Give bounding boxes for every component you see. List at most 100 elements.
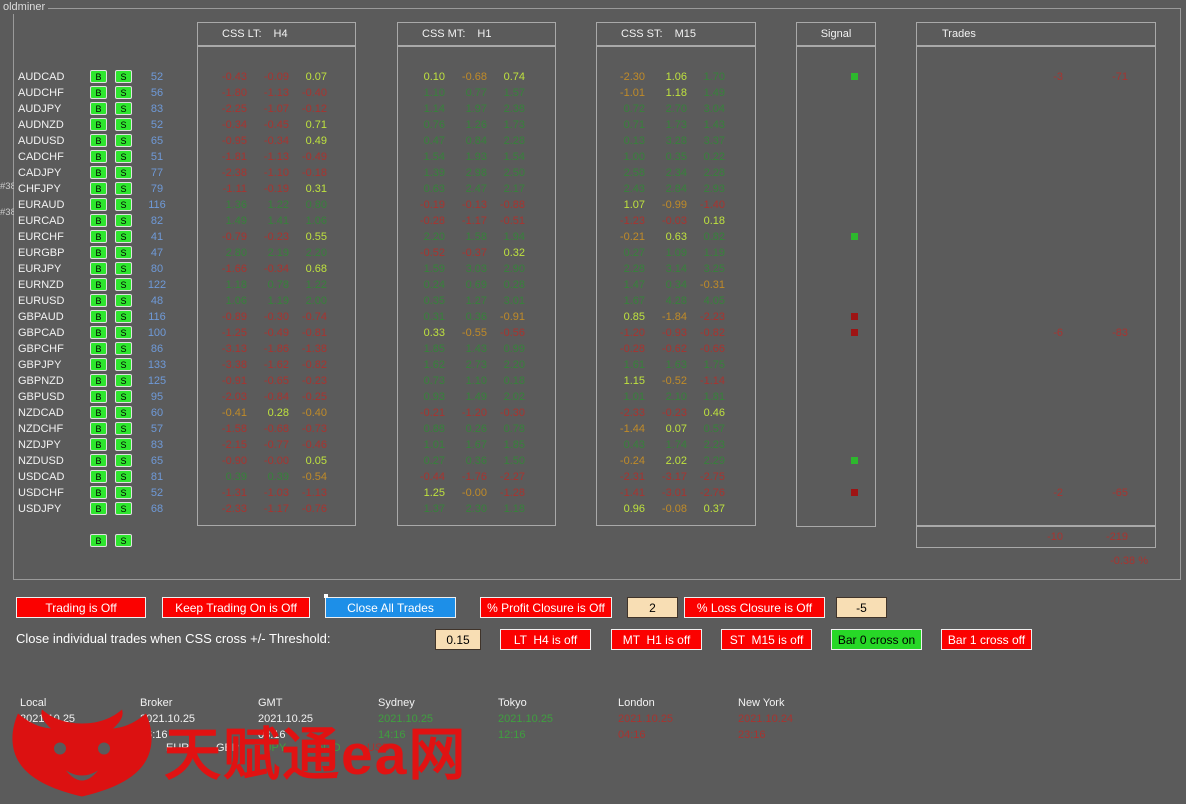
buy-button[interactable]: B bbox=[90, 166, 107, 179]
buy-button[interactable]: B bbox=[90, 454, 107, 467]
keep-trading-toggle-button[interactable]: Keep Trading On is Off bbox=[162, 597, 310, 618]
buy-button[interactable]: B bbox=[90, 118, 107, 131]
trading-toggle-button[interactable]: Trading is Off bbox=[16, 597, 146, 618]
sell-button[interactable]: S bbox=[115, 486, 132, 499]
buy-button[interactable]: B bbox=[90, 214, 107, 227]
pair-label: EURJPY bbox=[18, 263, 62, 275]
sell-button[interactable]: S bbox=[115, 358, 132, 371]
css-st-value: 1.47 bbox=[623, 279, 645, 291]
threshold-value-input[interactable]: 0.15 bbox=[435, 629, 481, 650]
spread-value: 52 bbox=[150, 119, 164, 131]
buy-button[interactable]: B bbox=[90, 278, 107, 291]
css-lt-value: -1.80 bbox=[221, 87, 247, 99]
pair-row: AUDJPY B S 83 -2.25 -1.07 -0.12 1.14 1.97 2.38 0.7… bbox=[0, 101, 1186, 117]
buy-button[interactable]: B bbox=[90, 150, 107, 163]
buy-button[interactable]: B bbox=[90, 246, 107, 259]
buy-button[interactable]: B bbox=[90, 422, 107, 435]
sell-button[interactable]: S bbox=[115, 246, 132, 259]
buy-button[interactable]: B bbox=[90, 342, 107, 355]
css-lt-value: -0.34 bbox=[221, 119, 247, 131]
sell-button[interactable]: S bbox=[115, 118, 132, 131]
sell-button[interactable]: S bbox=[115, 166, 132, 179]
sell-button[interactable]: S bbox=[115, 342, 132, 355]
lt-close-toggle-button[interactable]: LT H4 is off bbox=[500, 629, 591, 650]
buy-button[interactable]: B bbox=[90, 470, 107, 483]
buy-button[interactable]: B bbox=[90, 182, 107, 195]
buy-button[interactable]: B bbox=[90, 294, 107, 307]
css-lt-title-tf: H4 bbox=[273, 28, 288, 40]
sell-all-button[interactable]: S bbox=[115, 534, 132, 547]
sell-button[interactable]: S bbox=[115, 326, 132, 339]
sell-button[interactable]: S bbox=[115, 390, 132, 403]
loss-closure-value-input[interactable]: -5 bbox=[836, 597, 887, 618]
buy-button[interactable]: B bbox=[90, 86, 107, 99]
bar1-cross-toggle-button[interactable]: Bar 1 cross off bbox=[941, 629, 1032, 650]
css-lt-value: -3.38 bbox=[221, 359, 247, 371]
buy-button[interactable]: B bbox=[90, 134, 107, 147]
css-mt-value: 0.10 bbox=[423, 71, 445, 83]
profit-closure-value-input[interactable]: 2 bbox=[627, 597, 678, 618]
buy-button[interactable]: B bbox=[90, 198, 107, 211]
pair-row: CADJPY B S 77 -2.38 -1.10 -0.18 1.39 2.98 2.50 2.5… bbox=[0, 165, 1186, 181]
buy-button[interactable]: B bbox=[90, 230, 107, 243]
sell-button[interactable]: S bbox=[115, 374, 132, 387]
sell-button[interactable]: S bbox=[115, 70, 132, 83]
buy-button[interactable]: B bbox=[90, 406, 107, 419]
pair-label: EURGBP bbox=[18, 247, 65, 259]
buy-button[interactable]: B bbox=[90, 390, 107, 403]
sell-button[interactable]: S bbox=[115, 214, 132, 227]
sell-button[interactable]: S bbox=[115, 294, 132, 307]
css-lt-value: -2.03 bbox=[221, 391, 247, 403]
css-mt-value: 1.43 bbox=[465, 343, 487, 355]
sell-button[interactable]: S bbox=[115, 438, 132, 451]
pair-row: GBPCAD B S 100 -1.25 -0.49 -0.81 0.33 -0.55 -0.56… bbox=[0, 325, 1186, 341]
loss-closure-toggle-button[interactable]: % Loss Closure is Off bbox=[684, 597, 825, 618]
buy-button[interactable]: B bbox=[90, 438, 107, 451]
sell-button[interactable]: S bbox=[115, 470, 132, 483]
buy-button[interactable]: B bbox=[90, 102, 107, 115]
sell-button[interactable]: S bbox=[115, 422, 132, 435]
sell-button[interactable]: S bbox=[115, 406, 132, 419]
buy-button[interactable]: B bbox=[90, 70, 107, 83]
sell-button[interactable]: S bbox=[115, 134, 132, 147]
buy-button[interactable]: B bbox=[90, 486, 107, 499]
css-lt-value: -0.46 bbox=[301, 439, 327, 451]
mt-close-toggle-button[interactable]: MT H1 is off bbox=[611, 629, 702, 650]
buy-button[interactable]: B bbox=[90, 326, 107, 339]
sell-button[interactable]: S bbox=[115, 102, 132, 115]
sell-button[interactable]: S bbox=[115, 230, 132, 243]
sell-button[interactable]: S bbox=[115, 278, 132, 291]
css-mt-value: -2.27 bbox=[499, 471, 525, 483]
pair-label: GBPUSD bbox=[18, 391, 65, 403]
bar0-cross-toggle-button[interactable]: Bar 0 cross on bbox=[831, 629, 922, 650]
buy-button[interactable]: B bbox=[90, 310, 107, 323]
close-all-trades-button[interactable]: Close All Trades bbox=[325, 597, 456, 618]
st-close-toggle-button[interactable]: ST M15 is off bbox=[721, 629, 812, 650]
buy-button[interactable]: B bbox=[90, 502, 107, 515]
css-mt-value: -1.76 bbox=[461, 471, 487, 483]
sell-button[interactable]: S bbox=[115, 150, 132, 163]
buy-button[interactable]: B bbox=[90, 358, 107, 371]
buy-all-button[interactable]: B bbox=[90, 534, 107, 547]
sell-button[interactable]: S bbox=[115, 182, 132, 195]
css-st-value: 0.63 bbox=[665, 231, 687, 243]
profit-closure-toggle-button[interactable]: % Profit Closure is Off bbox=[480, 597, 612, 618]
sell-button[interactable]: S bbox=[115, 502, 132, 515]
css-lt-value: -0.43 bbox=[221, 71, 247, 83]
buy-button[interactable]: B bbox=[90, 374, 107, 387]
css-lt-value: 1.36 bbox=[225, 199, 247, 211]
buy-button[interactable]: B bbox=[90, 262, 107, 275]
css-st-value: 3.04 bbox=[703, 103, 725, 115]
css-mt-value: -0.56 bbox=[499, 327, 525, 339]
sell-button[interactable]: S bbox=[115, 262, 132, 275]
trade-count: -3 bbox=[1053, 71, 1063, 83]
sell-button[interactable]: S bbox=[115, 198, 132, 211]
css-mt-value: 2.20 bbox=[503, 359, 525, 371]
spread-value: 100 bbox=[147, 327, 167, 339]
bar1-cross-label: Bar 1 cross off bbox=[947, 632, 1026, 647]
css-lt-title: CSS LT: H4 bbox=[222, 23, 288, 45]
css-lt-value: -1.31 bbox=[221, 487, 247, 499]
sell-button[interactable]: S bbox=[115, 86, 132, 99]
sell-button[interactable]: S bbox=[115, 310, 132, 323]
sell-button[interactable]: S bbox=[115, 454, 132, 467]
